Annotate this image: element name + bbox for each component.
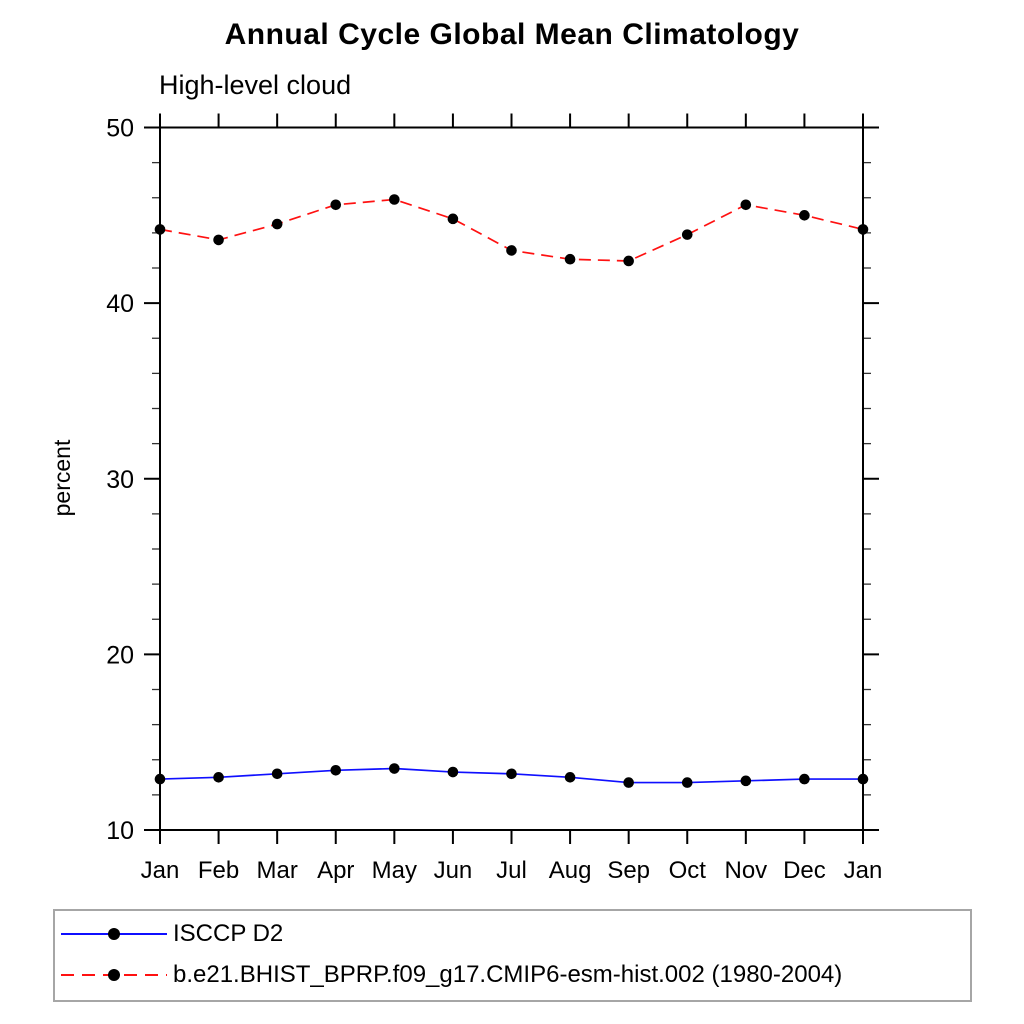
data-point-marker	[799, 210, 810, 221]
y-tick-label: 50	[106, 115, 134, 143]
x-tick-label: Oct	[669, 857, 707, 884]
x-tick-label: Aug	[549, 857, 592, 884]
x-tick-label: Jan	[844, 857, 883, 884]
data-point-marker	[330, 199, 342, 211]
data-point-marker	[857, 224, 869, 235]
data-point-marker	[389, 194, 400, 205]
legend-line-sample-dashed	[61, 969, 167, 981]
x-tick-label: Nov	[724, 857, 767, 884]
x-tick-label: Jan	[141, 857, 180, 884]
data-point-marker	[740, 199, 752, 211]
data-point-marker	[506, 768, 517, 780]
x-tick-label: Mar	[256, 857, 297, 884]
x-tick-label: Apr	[317, 857, 354, 884]
chart-title: Annual Cycle Global Mean Climatology	[224, 18, 800, 51]
x-tick-label: Sep	[607, 857, 650, 884]
x-tick-label: Jul	[496, 857, 527, 884]
data-point-marker	[213, 234, 224, 246]
y-tick-label: 40	[106, 290, 134, 318]
x-tick-label: May	[372, 857, 417, 884]
legend-entry-isccp: ISCCP D2	[59, 920, 284, 947]
y-tick-label: 20	[106, 641, 134, 669]
legend-label: ISCCP D2	[173, 920, 284, 947]
data-point-marker	[506, 245, 517, 256]
legend-entry-model: b.e21.BHIST_BPRP.f09_g17.CMIP6-esm-hist.…	[59, 961, 843, 988]
data-point-marker	[154, 224, 166, 235]
data-point-marker	[271, 218, 283, 230]
data-point-marker	[389, 763, 400, 774]
data-point-marker	[681, 777, 693, 788]
data-point-marker	[681, 229, 693, 240]
data-point-marker	[564, 772, 576, 783]
data-point-marker	[271, 768, 283, 780]
data-point-marker	[564, 253, 576, 265]
data-point-marker	[447, 213, 459, 225]
x-tick-label: Dec	[783, 857, 826, 884]
data-point-marker	[447, 766, 459, 778]
data-point-marker	[623, 255, 634, 267]
data-point-marker	[623, 777, 634, 788]
y-tick-label: 30	[106, 466, 134, 494]
chart-subtitle: High-level cloud	[159, 70, 352, 100]
x-tick-label: Jun	[434, 857, 473, 884]
data-point-marker	[154, 773, 166, 785]
data-point-marker	[799, 773, 810, 785]
data-point-marker	[213, 772, 224, 783]
legend-box: ISCCP D2 b.e21.BHIST_BPRP.f09_g17.CMIP6-…	[53, 909, 972, 1002]
y-tick-label: 10	[106, 817, 134, 845]
legend-marker-icon	[108, 928, 120, 940]
x-tick-label: Feb	[198, 857, 239, 884]
data-point-marker	[330, 764, 342, 776]
legend-label: b.e21.BHIST_BPRP.f09_g17.CMIP6-esm-hist.…	[173, 961, 843, 988]
data-point-marker	[857, 773, 869, 785]
legend-marker-icon	[108, 969, 120, 981]
data-point-marker	[740, 775, 752, 787]
legend-line-sample-solid	[61, 928, 167, 940]
